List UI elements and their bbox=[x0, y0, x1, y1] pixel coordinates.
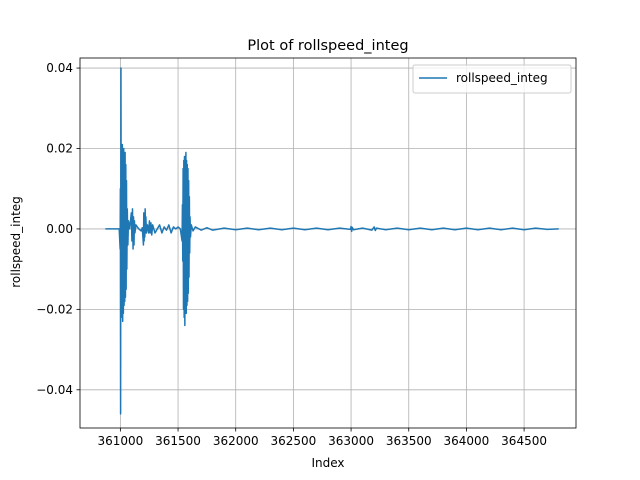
y-tick-label: −0.02 bbox=[36, 302, 73, 316]
series-layer bbox=[105, 67, 559, 415]
y-axis: −0.04 −0.02 0.00 0.02 0.04 bbox=[36, 61, 80, 397]
series-line bbox=[105, 67, 559, 415]
chart-title: Plot of rollspeed_integ bbox=[247, 38, 408, 54]
y-axis-label: rollspeed_integ bbox=[9, 196, 23, 288]
legend: rollspeed_integ bbox=[412, 64, 572, 94]
x-tick-label: 363500 bbox=[386, 434, 432, 448]
x-tick-label: 364000 bbox=[444, 434, 490, 448]
x-tick-label: 364500 bbox=[501, 434, 547, 448]
y-tick-label: 0.04 bbox=[46, 61, 73, 75]
x-tick-label: 362000 bbox=[213, 434, 259, 448]
y-tick-label: −0.04 bbox=[36, 383, 73, 397]
legend-box bbox=[412, 64, 572, 94]
y-tick-label: 0.00 bbox=[46, 222, 73, 236]
x-axis: 361000 361500 362000 362500 363000 363500 3640… bbox=[97, 428, 547, 448]
x-axis-label: Index bbox=[311, 456, 344, 470]
x-tick-label: 361500 bbox=[155, 434, 201, 448]
x-tick-label: 363000 bbox=[328, 434, 374, 448]
legend-label-rollspeed-integ: rollspeed_integ bbox=[456, 71, 548, 85]
y-tick-label: 0.02 bbox=[46, 141, 73, 155]
x-tick-label: 361000 bbox=[97, 434, 143, 448]
x-tick-label: 362500 bbox=[270, 434, 316, 448]
plot-frame bbox=[79, 57, 577, 429]
